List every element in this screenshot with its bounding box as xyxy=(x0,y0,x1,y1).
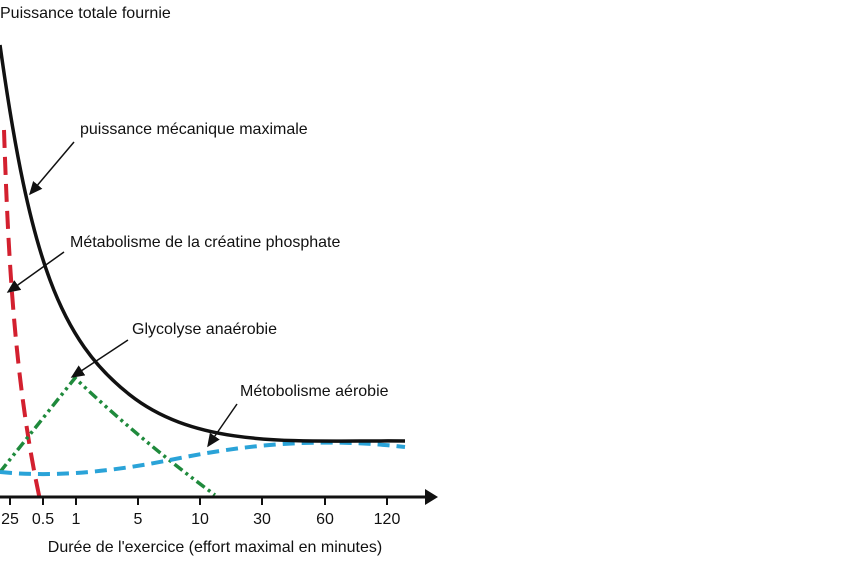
x-tick-label: 25 xyxy=(1,511,19,528)
annotation: puissance mécanique maximale xyxy=(80,121,308,138)
x-tick-label: 120 xyxy=(374,511,401,528)
annotation-arrow xyxy=(6,251,65,293)
x-tick-label: 30 xyxy=(253,511,271,528)
x-tick-label: 1 xyxy=(72,511,81,528)
x-tick-label: 0.5 xyxy=(32,511,54,528)
annotation-arrow xyxy=(29,141,75,196)
x-ticks: 25 0.5 1 5 10 30 60 120 xyxy=(1,497,400,528)
annotation: Métobolisme aérobie xyxy=(240,383,389,400)
annotation-arrow xyxy=(207,403,238,448)
x-axis-label: Durée de l'exercice (effort maximal en m… xyxy=(48,539,382,556)
title: Puissance totale fournie xyxy=(0,5,171,22)
blue-curve xyxy=(0,440,406,477)
black-curve xyxy=(0,44,406,443)
x-tick-label: 5 xyxy=(134,511,143,528)
x-tick-label: 60 xyxy=(316,511,334,528)
x-tick-label: 10 xyxy=(191,511,209,528)
x-axis-arrow xyxy=(425,489,438,505)
annotation: Glycolyse anaérobie xyxy=(132,321,277,338)
green-curve xyxy=(0,375,217,497)
annotation-arrow xyxy=(70,339,129,378)
annotation: Métabolisme de la créatine phosphate xyxy=(70,234,340,251)
